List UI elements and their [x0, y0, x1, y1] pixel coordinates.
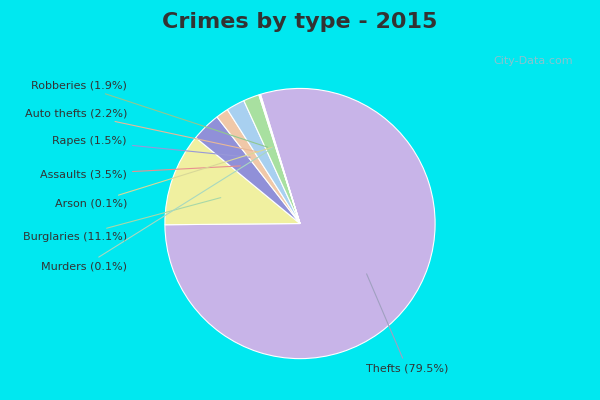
Text: Arson (0.1%): Arson (0.1%) [55, 147, 272, 209]
Wedge shape [244, 95, 300, 224]
Wedge shape [217, 110, 300, 224]
Text: City-Data.com: City-Data.com [493, 56, 573, 66]
Text: Rapes (1.5%): Rapes (1.5%) [53, 136, 250, 157]
Text: Assaults (3.5%): Assaults (3.5%) [40, 166, 241, 179]
Text: Robberies (1.9%): Robberies (1.9%) [31, 80, 268, 147]
Wedge shape [196, 117, 300, 224]
Wedge shape [227, 101, 300, 224]
Wedge shape [260, 94, 300, 224]
Text: Murders (0.1%): Murders (0.1%) [41, 148, 273, 271]
Text: Auto thefts (2.2%): Auto thefts (2.2%) [25, 108, 258, 152]
Text: Burglaries (11.1%): Burglaries (11.1%) [23, 198, 221, 242]
Wedge shape [259, 94, 300, 224]
Text: Crimes by type - 2015: Crimes by type - 2015 [163, 12, 437, 32]
Wedge shape [165, 88, 435, 359]
Text: Thefts (79.5%): Thefts (79.5%) [366, 274, 448, 374]
Wedge shape [165, 138, 300, 225]
